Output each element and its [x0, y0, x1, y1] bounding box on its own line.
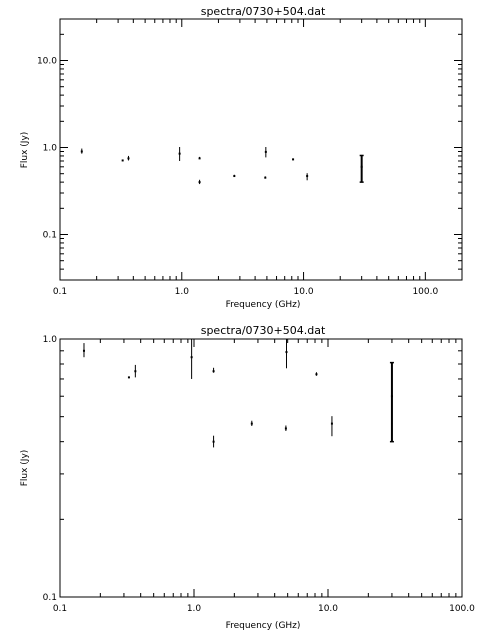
- data-point: [292, 158, 295, 161]
- point-marker: [121, 159, 124, 162]
- bottom-chart-title: spectra/0730+504.dat: [201, 324, 326, 337]
- data-point: [359, 154, 364, 183]
- data-point: [330, 416, 333, 437]
- data-point: [315, 372, 318, 376]
- data-point: [284, 425, 287, 431]
- point-marker: [360, 165, 363, 168]
- bottom-y-ticks: 0.1 1.0: [43, 335, 462, 603]
- x-tick-label: 10.0: [294, 287, 314, 297]
- point-marker: [80, 150, 83, 153]
- point-marker: [264, 176, 267, 179]
- data-point: [389, 361, 394, 443]
- bottom-y-axis-label: Flux (Jy): [20, 450, 30, 487]
- bottom-plot-frame: [59, 338, 463, 598]
- point-marker: [198, 157, 201, 160]
- y-tick-label: 1.0: [43, 335, 58, 345]
- x-tick-label: 10.0: [318, 604, 338, 614]
- data-point: [212, 435, 215, 448]
- data-point: [264, 147, 267, 158]
- data-point: [264, 176, 267, 179]
- point-marker: [134, 370, 137, 373]
- point-marker: [285, 351, 288, 354]
- top-plot-frame: [59, 18, 463, 281]
- data-point: [198, 179, 201, 185]
- data-point: [178, 147, 181, 161]
- point-marker: [315, 373, 318, 376]
- data-point: [250, 420, 253, 427]
- x-tick-label: 1.0: [187, 604, 202, 614]
- point-marker: [390, 395, 393, 398]
- point-marker: [292, 158, 295, 161]
- data-point: [306, 173, 309, 181]
- point-marker: [250, 422, 253, 425]
- data-point: [134, 364, 137, 378]
- top-spectrum-panel: spectra/0730+504.dat 0.1 1.0 10.0 100.0 0.1…: [20, 5, 463, 310]
- bottom-x-axis-label: Frequency (GHz): [226, 621, 301, 631]
- y-tick-label: 1.0: [43, 144, 58, 154]
- point-marker: [212, 440, 215, 443]
- data-point: [80, 148, 83, 154]
- y-tick-label: 0.1: [43, 593, 57, 603]
- data-point: [121, 159, 124, 162]
- bottom-spectrum-panel: spectra/0730+504.dat 0.1 1.0 10.0 100.0 0.1…: [20, 324, 475, 631]
- data-point: [285, 338, 288, 369]
- y-tick-label: 10.0: [37, 57, 57, 67]
- point-marker: [178, 152, 181, 155]
- x-tick-label: 0.1: [53, 287, 67, 297]
- top-chart-title: spectra/0730+504.dat: [201, 5, 326, 18]
- top-y-ticks: 0.1 1.0 10.0: [37, 18, 462, 281]
- x-tick-label: 1.0: [175, 287, 190, 297]
- top-x-ticks: 0.1 1.0 10.0 100.0: [53, 19, 463, 297]
- point-marker: [198, 181, 201, 184]
- point-marker: [212, 370, 215, 373]
- data-point: [82, 343, 85, 358]
- point-marker: [82, 349, 85, 352]
- data-point: [190, 338, 193, 379]
- point-marker: [284, 427, 287, 430]
- point-marker: [233, 175, 236, 178]
- data-point: [127, 155, 130, 161]
- point-marker: [127, 376, 130, 379]
- point-marker: [127, 157, 130, 160]
- x-tick-label: 0.1: [53, 604, 67, 614]
- data-point: [233, 174, 236, 178]
- data-point: [212, 367, 215, 373]
- point-marker: [264, 150, 267, 153]
- bottom-data-points: [82, 338, 394, 448]
- point-marker: [190, 356, 193, 359]
- data-point: [127, 376, 130, 379]
- point-marker: [306, 175, 309, 178]
- x-tick-label: 100.0: [412, 287, 438, 297]
- y-tick-label: 0.1: [43, 231, 57, 241]
- top-data-points: [80, 147, 364, 185]
- bottom-x-ticks: 0.1 1.0 10.0 100.0: [53, 339, 475, 614]
- top-x-axis-label: Frequency (GHz): [226, 300, 301, 310]
- top-y-axis-label: Flux (Jy): [20, 132, 30, 169]
- x-tick-label: 100.0: [449, 604, 475, 614]
- data-point: [198, 156, 201, 160]
- point-marker: [330, 422, 333, 425]
